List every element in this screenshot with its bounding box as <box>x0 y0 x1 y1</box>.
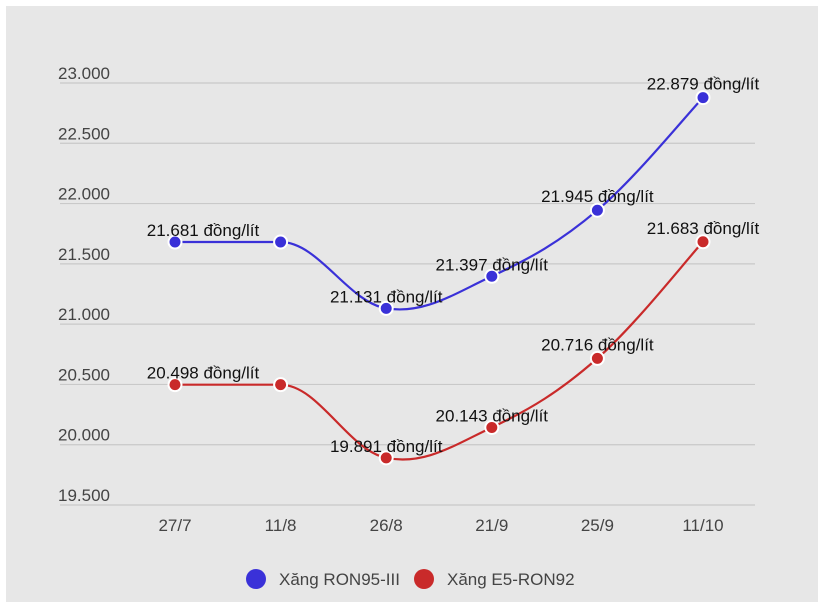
data-label: 21.683 đồng/lít <box>647 219 760 238</box>
data-point <box>589 350 605 366</box>
x-tick-label: 11/8 <box>265 516 297 535</box>
data-point <box>273 377 289 393</box>
y-tick-label: 19.500 <box>58 486 110 505</box>
x-axis: 27/7 11/8 26/8 21/9 25/9 11/10 <box>158 516 723 535</box>
data-point <box>695 90 711 106</box>
data-point <box>167 377 183 393</box>
data-label: 21.681 đồng/lít <box>147 221 260 240</box>
y-tick-label: 22.500 <box>58 124 110 143</box>
series-layer <box>167 90 711 466</box>
x-tick-label: 21/9 <box>475 516 508 535</box>
legend-marker <box>246 569 266 589</box>
data-label: 20.143 đồng/lít <box>436 406 549 425</box>
y-tick-label: 23.000 <box>58 64 110 83</box>
grid-lines <box>60 82 755 506</box>
x-tick-label: 11/10 <box>682 516 723 535</box>
legend-marker <box>414 569 434 589</box>
data-label: 21.945 đồng/lít <box>541 187 654 206</box>
data-label: 21.131 đồng/lít <box>330 287 443 306</box>
y-tick-label: 22.000 <box>58 185 110 204</box>
chart-background <box>6 6 818 602</box>
y-tick-label: 20.500 <box>58 365 110 384</box>
data-labels: 21.681 đồng/lít 21.131 đồng/lít 21.397 đồn… <box>147 75 760 456</box>
data-point <box>484 268 500 284</box>
y-tick-label: 21.000 <box>58 305 110 324</box>
data-point <box>273 234 289 250</box>
x-tick-label: 25/9 <box>581 516 614 535</box>
x-tick-label: 26/8 <box>370 516 403 535</box>
data-point <box>589 202 605 218</box>
data-point <box>378 300 394 316</box>
data-point <box>695 234 711 250</box>
data-point <box>378 450 394 466</box>
data-label: 21.397 đồng/lít <box>436 255 549 274</box>
x-tick-label: 27/7 <box>158 516 191 535</box>
legend-label: Xăng E5-RON92 <box>447 570 575 589</box>
legend-label: Xăng RON95-III <box>279 570 400 589</box>
y-axis: 23.000 22.500 22.000 21.500 21.000 20.500 20.0… <box>58 64 110 505</box>
y-tick-label: 21.500 <box>58 245 110 264</box>
y-tick-label: 20.000 <box>58 426 110 445</box>
data-label: 20.716 đồng/lít <box>541 335 654 354</box>
data-label: 19.891 đồng/lít <box>330 437 443 456</box>
data-label: 20.498 đồng/lít <box>147 364 260 383</box>
data-point <box>167 234 183 250</box>
data-label: 22.879 đồng/lít <box>647 75 760 94</box>
legend: Xăng RON95-III Xăng E5-RON92 <box>246 569 575 589</box>
data-point <box>484 419 500 435</box>
